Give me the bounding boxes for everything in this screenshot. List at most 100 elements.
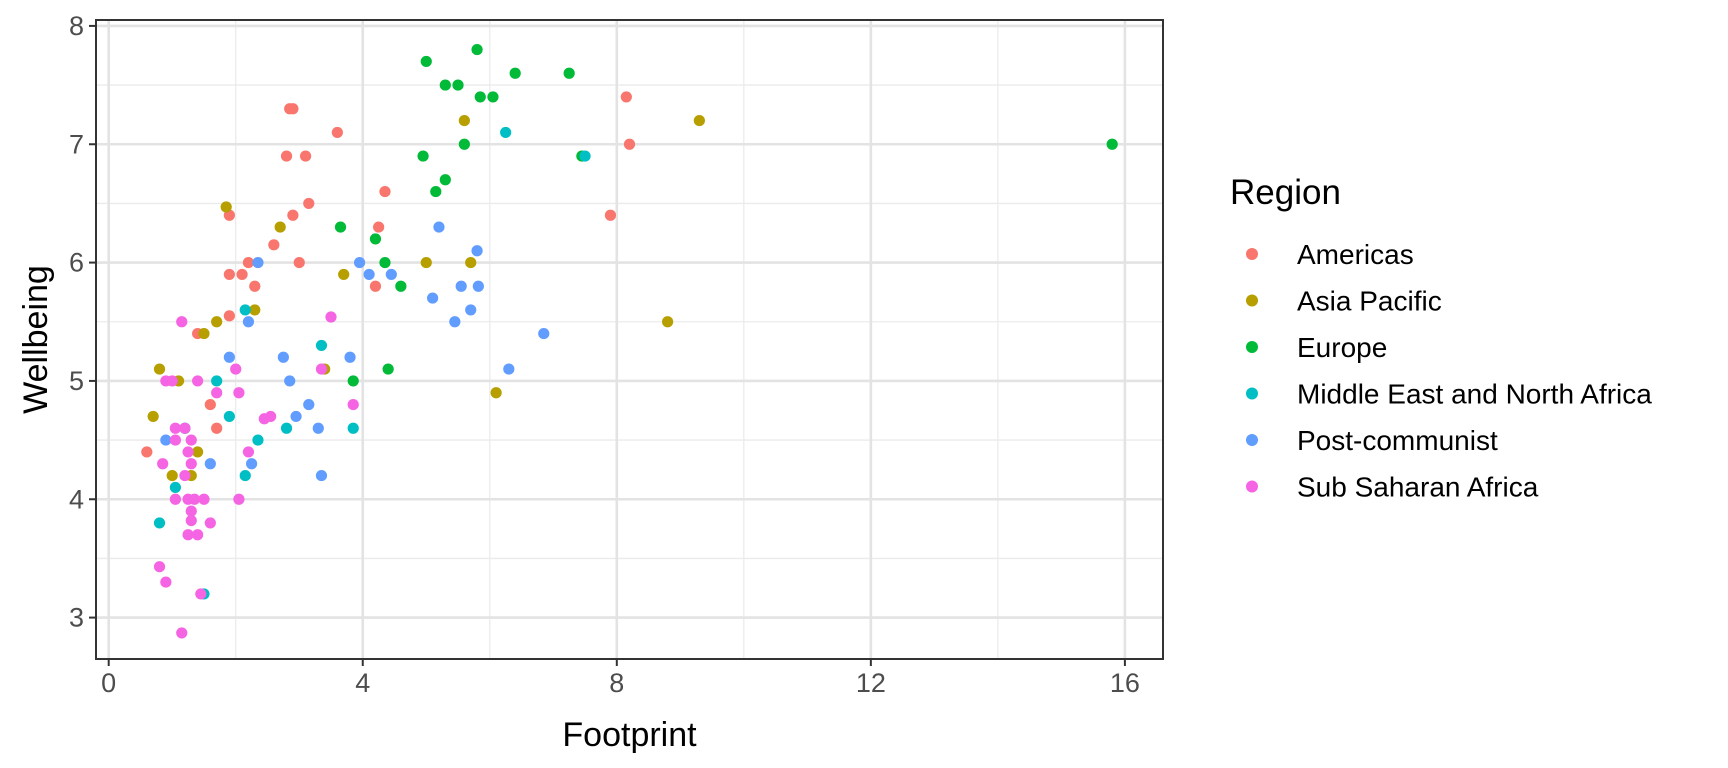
legend-label: Asia Pacific [1297,286,1442,317]
data-point [179,469,191,482]
legend-key-americas [1246,248,1258,260]
data-point [239,304,251,316]
x-tick-label: 0 [101,668,116,698]
data-point [347,422,359,434]
data-point [433,221,445,233]
data-points [141,43,1118,639]
data-point [315,469,328,482]
data-point [471,245,483,257]
data-point [379,185,391,198]
data-point [325,311,337,323]
data-point [604,209,617,221]
data-point [252,256,264,269]
data-point [369,233,382,245]
data-point [185,505,197,517]
data-point [579,150,591,162]
data-point [385,268,397,281]
data-point [236,268,248,281]
y-tick-label: 8 [69,11,84,41]
data-point [347,375,359,387]
data-point [246,458,258,470]
data-point [230,363,242,375]
data-point [472,280,484,292]
y-tick-label: 6 [69,248,84,278]
data-point [287,209,299,221]
data-point [211,387,223,399]
data-point [693,114,705,127]
data-point [299,150,312,162]
data-point [239,469,251,482]
legend-label: Sub Saharan Africa [1297,472,1539,503]
data-point [265,410,277,423]
data-point [487,91,499,103]
x-tick-label: 8 [609,668,624,698]
axis-ticks [89,24,1126,666]
data-point [176,316,188,328]
data-point [211,375,223,387]
data-point [662,316,674,328]
data-point [268,239,280,251]
data-point [538,327,550,340]
data-point [223,410,235,423]
y-axis-tick-labels: 3 4 5 6 7 8 [69,11,84,633]
data-point [417,150,429,162]
data-point [198,493,210,505]
x-axis-tick-labels: 0 4 8 12 16 [101,668,1140,698]
data-point [455,280,467,292]
data-point [315,363,328,375]
data-point [427,292,439,304]
data-point [290,410,302,423]
data-point [452,79,464,91]
legend-key-asia-pacific [1246,294,1258,307]
data-point [353,256,366,269]
data-point [471,43,483,56]
data-point [303,398,315,411]
data-point [160,576,172,588]
legend-key-post-communist [1246,434,1258,446]
data-point [192,446,204,458]
data-point [198,327,210,340]
data-point [204,398,216,411]
data-point [363,268,375,281]
data-point [382,363,394,375]
data-point [347,398,359,411]
legend-label: Europe [1297,332,1387,363]
y-tick-label: 3 [69,603,84,633]
data-point [182,446,194,458]
data-point [458,138,470,150]
data-point [303,197,315,210]
data-point [252,434,264,446]
data-point [620,91,632,103]
data-point [465,304,477,316]
data-point [379,256,391,269]
data-point [395,280,407,292]
data-point [160,434,172,446]
legend-key-europe [1246,341,1258,353]
data-point [204,517,216,529]
data-point [176,627,188,639]
data-point [233,493,245,505]
data-point [169,434,181,446]
x-axis-title: Footprint [562,716,697,754]
y-tick-label: 4 [69,484,84,514]
legend-key-sub-saharan-africa [1246,480,1258,493]
legend-key-middle-east-and-north-africa [1246,387,1258,400]
legend-title: Region [1230,173,1341,212]
legend-items: Americas Asia Pacific Europe Middle East an… [1246,239,1652,503]
data-point [147,410,159,423]
data-point [141,446,153,458]
data-point [249,280,261,292]
x-tick-label: 4 [355,668,370,698]
data-point [211,316,223,328]
data-point [242,256,255,269]
data-point [287,103,299,115]
data-point [563,67,575,79]
data-point [420,55,432,68]
data-point [509,67,521,79]
data-point [623,138,636,150]
legend-label: Post-communist [1297,425,1498,456]
data-point [280,150,293,162]
data-point [490,387,502,399]
x-tick-label: 12 [856,668,886,698]
data-point [153,561,166,573]
